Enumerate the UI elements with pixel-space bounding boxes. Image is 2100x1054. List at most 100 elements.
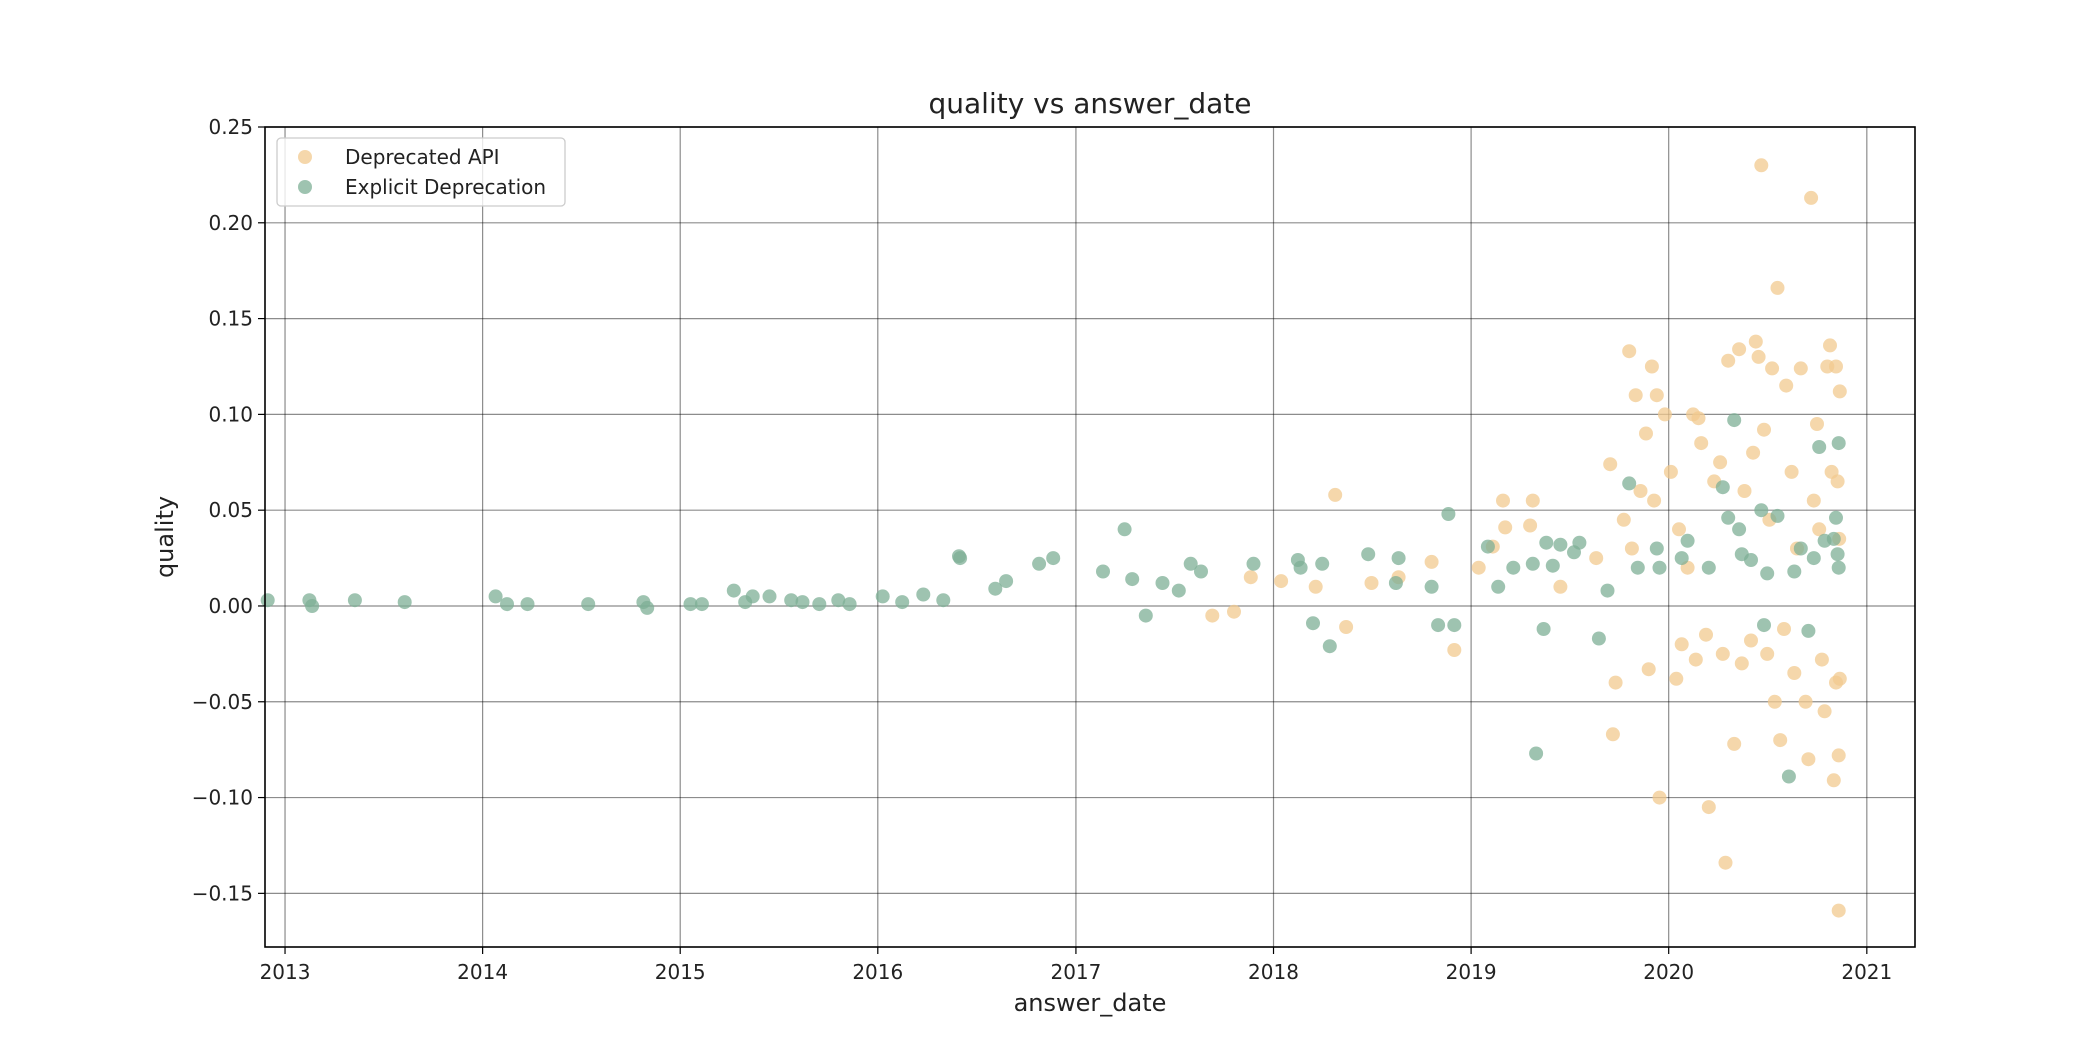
data-point	[1308, 579, 1323, 594]
data-point	[1727, 736, 1742, 751]
data-point	[1624, 541, 1639, 556]
x-tick-label: 2019	[1446, 960, 1497, 984]
x-tick-label: 2021	[1841, 960, 1892, 984]
data-point	[260, 593, 275, 608]
data-point	[1713, 455, 1728, 470]
y-tick-label: −0.10	[192, 786, 253, 810]
data-point	[1523, 518, 1538, 533]
data-point	[1649, 541, 1664, 556]
data-point	[988, 581, 1003, 596]
data-point	[1748, 334, 1763, 349]
data-point	[795, 595, 810, 610]
data-point	[936, 593, 951, 608]
data-point	[1760, 646, 1775, 661]
data-point	[1806, 493, 1821, 508]
data-point	[1806, 551, 1821, 566]
data-point	[1814, 652, 1829, 667]
data-point	[1506, 560, 1521, 575]
legend-label-explicit-deprecation: Explicit Deprecation	[345, 175, 546, 199]
data-point	[1765, 361, 1780, 376]
data-point	[1694, 436, 1709, 451]
data-point	[1496, 493, 1510, 508]
legend-marker-explicit-deprecation	[298, 180, 312, 194]
data-point	[1293, 560, 1308, 575]
data-point	[1831, 436, 1846, 451]
data-point	[1812, 440, 1827, 454]
data-point	[581, 597, 596, 612]
data-point	[1831, 560, 1846, 575]
data-point	[1441, 507, 1456, 521]
data-point	[1817, 704, 1832, 719]
data-point	[1498, 520, 1513, 535]
y-tick-label: 0.00	[208, 594, 253, 618]
y-tick-label: −0.15	[192, 881, 253, 905]
data-point	[1194, 564, 1208, 579]
data-point	[1701, 800, 1716, 815]
data-point	[1744, 553, 1758, 567]
data-point	[1447, 643, 1462, 657]
data-point	[745, 589, 760, 604]
data-point	[1744, 633, 1758, 648]
data-point	[1227, 604, 1241, 619]
data-point	[1622, 476, 1637, 491]
data-point	[1471, 560, 1486, 575]
data-point	[1746, 445, 1761, 460]
data-point	[1770, 280, 1785, 295]
data-point	[895, 595, 910, 610]
data-point	[1831, 748, 1846, 763]
data-point	[1715, 646, 1730, 661]
x-tick-label: 2015	[655, 960, 706, 984]
data-point	[1691, 411, 1706, 426]
data-point	[1787, 564, 1802, 579]
data-point	[1826, 531, 1841, 546]
data-point	[1274, 574, 1289, 589]
data-point	[1364, 576, 1379, 590]
data-point	[1589, 551, 1604, 566]
data-point	[1205, 608, 1220, 623]
data-point	[1243, 570, 1258, 585]
data-point	[999, 574, 1014, 589]
data-point	[1649, 388, 1664, 403]
data-point	[1572, 535, 1587, 550]
data-point	[520, 597, 535, 612]
x-tick-label: 2016	[852, 960, 903, 984]
legend-label-deprecated-api: Deprecated API	[345, 145, 500, 169]
data-point	[1727, 413, 1742, 428]
data-point	[1793, 361, 1808, 376]
x-tick-label: 2018	[1248, 960, 1299, 984]
data-point	[1779, 378, 1794, 393]
data-point	[842, 597, 857, 612]
data-point	[1754, 158, 1769, 173]
data-point	[500, 597, 514, 612]
data-point	[1680, 533, 1695, 548]
data-point	[1721, 353, 1736, 368]
data-point	[1553, 537, 1568, 552]
data-point	[1801, 752, 1816, 767]
data-point	[1751, 349, 1766, 364]
data-point	[1823, 338, 1837, 353]
data-point	[1480, 539, 1495, 554]
data-point	[1699, 627, 1713, 642]
data-point	[1804, 190, 1819, 205]
y-axis-title: quality	[151, 496, 179, 578]
data-point	[1732, 522, 1747, 537]
data-point	[1616, 512, 1631, 527]
data-point	[1424, 554, 1439, 569]
data-point	[1539, 535, 1554, 550]
data-point	[1339, 620, 1354, 634]
data-point	[694, 597, 709, 612]
data-point	[1830, 547, 1845, 562]
data-point	[812, 597, 827, 612]
data-point	[1628, 388, 1643, 403]
data-point	[784, 593, 799, 608]
x-tick-label: 2017	[1050, 960, 1101, 984]
y-tick-label: 0.05	[208, 498, 253, 522]
data-point	[1781, 769, 1796, 784]
data-point	[1424, 579, 1439, 594]
data-point	[1672, 522, 1686, 537]
data-point	[1767, 694, 1782, 709]
chart-title: quality vs answer_date	[928, 87, 1251, 120]
data-point	[1630, 560, 1645, 575]
data-point	[1388, 576, 1403, 590]
